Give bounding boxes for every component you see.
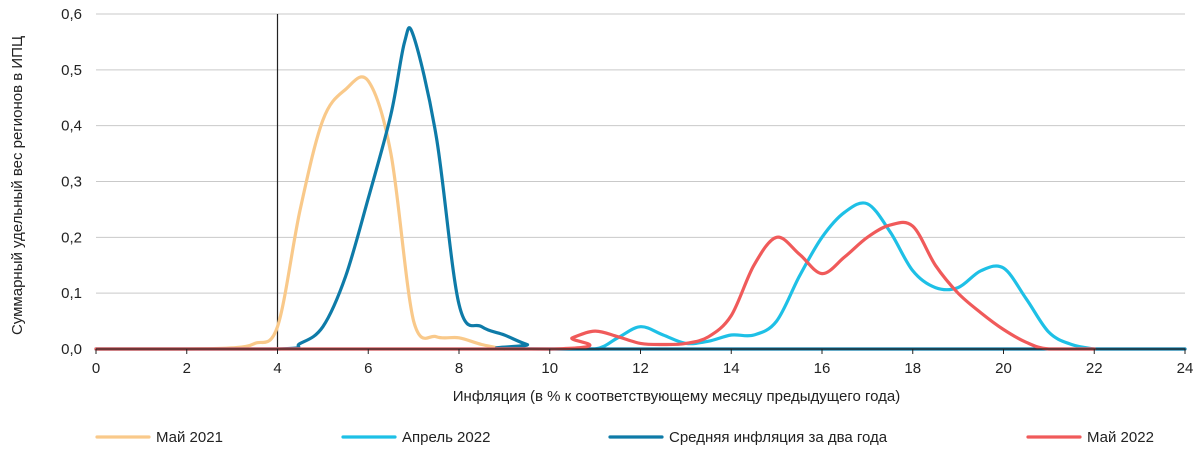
y-tick-label: 0,2 xyxy=(61,229,82,246)
x-tick-label: 18 xyxy=(904,360,921,377)
y-axis: 0,0 0,1 0,2 0,3 0,4 0,5 0,6 xyxy=(61,6,82,358)
x-tick-label: 16 xyxy=(814,360,831,377)
y-tick-label: 0,5 xyxy=(61,62,82,79)
y-tick-label: 0,1 xyxy=(61,285,82,302)
series-line-4 xyxy=(94,220,1096,351)
y-tick-label: 0,6 xyxy=(61,6,82,23)
legend-label-2: Апрель 2022 xyxy=(402,429,490,446)
x-tick-label: 6 xyxy=(364,360,372,377)
legend-label-4: Май 2022 xyxy=(1087,429,1154,446)
legend-label-1: Май 2021 xyxy=(156,429,223,446)
x-tick-label: 8 xyxy=(455,360,463,377)
grid xyxy=(96,13,1185,294)
y-tick-label: 0,3 xyxy=(61,174,82,191)
y-tick-label: 0,0 xyxy=(61,341,82,358)
x-tick-label: 10 xyxy=(541,360,558,377)
y-axis-title: Суммарный удельный вес регионов в ИПЦ xyxy=(9,36,26,335)
x-tick-label: 24 xyxy=(1177,360,1194,377)
x-tick-label: 22 xyxy=(1086,360,1103,377)
x-tick-label: 4 xyxy=(273,360,281,377)
series-group xyxy=(94,26,1187,351)
x-tick-label: 0 xyxy=(92,360,100,377)
x-tick-label: 12 xyxy=(632,360,649,377)
legend: Май 2021 Апрель 2022 Средняя инфляция за д… xyxy=(95,429,1154,446)
x-axis: 0 2 4 6 8 10 12 14 16 18 20 22 24 xyxy=(92,348,1194,377)
series-line-3 xyxy=(94,26,1187,351)
x-tick-label: 2 xyxy=(183,360,191,377)
x-axis-title: Инфляция (в % к соответствующему месяцу … xyxy=(453,388,900,405)
series-line-1 xyxy=(94,75,506,351)
series-line-2 xyxy=(94,201,1096,351)
y-tick-label: 0,4 xyxy=(61,118,82,135)
x-tick-label: 14 xyxy=(723,360,740,377)
legend-label-3: Средняя инфляция за два года xyxy=(669,429,888,446)
x-tick-label: 20 xyxy=(995,360,1012,377)
